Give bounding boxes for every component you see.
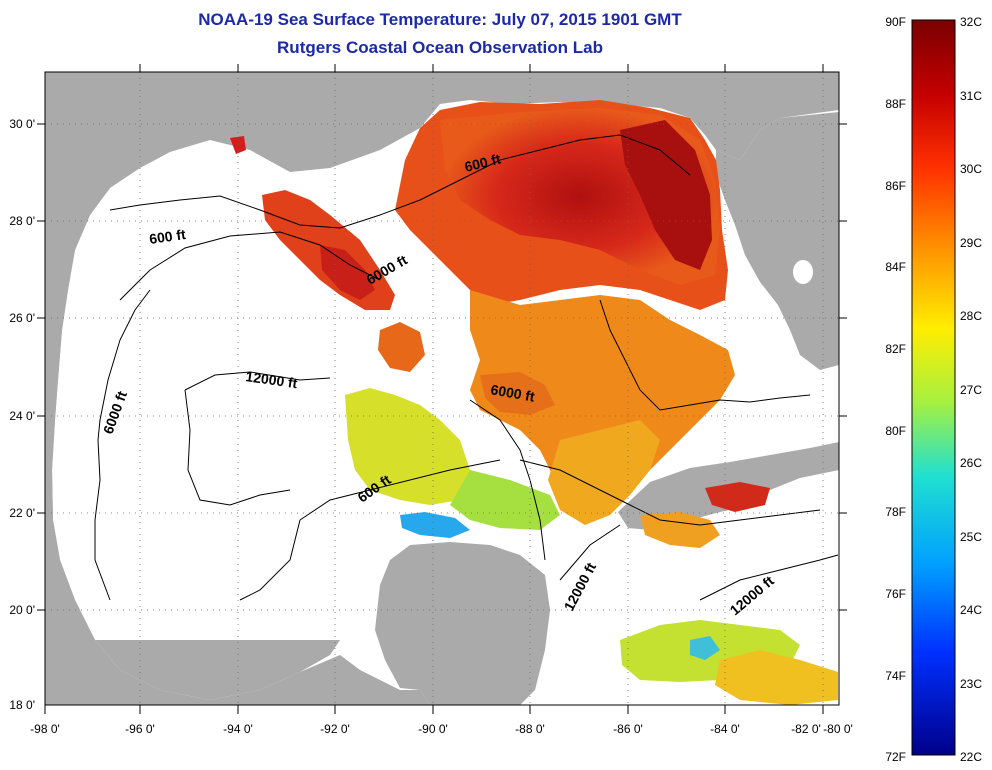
lat-label: 20 0' bbox=[9, 603, 35, 617]
colorbar-label-c: 27C bbox=[960, 383, 982, 397]
colorbar-label-c: 24C bbox=[960, 603, 982, 617]
colorbar-label-f: 86F bbox=[885, 179, 906, 193]
lat-label: 28 0' bbox=[9, 214, 35, 228]
lat-label: 18 0' bbox=[9, 698, 35, 712]
colorbar-label-f: 72F bbox=[885, 750, 906, 764]
tick-marks bbox=[37, 64, 847, 714]
plot-frame bbox=[44, 71, 840, 706]
lat-lon-grid bbox=[45, 72, 839, 705]
lat-label: 26 0' bbox=[9, 311, 35, 325]
colorbar-label-f: 76F bbox=[885, 587, 906, 601]
colorbar-label-c: 22C bbox=[960, 750, 982, 764]
sst-data-layer bbox=[230, 100, 838, 705]
lat-label: 30 0' bbox=[9, 117, 35, 131]
lat-axis-labels: 30 0' 28 0' 26 0' 24 0' 22 0' 20 0' 18 0… bbox=[9, 117, 35, 712]
colorbar-label-f: 80F bbox=[885, 424, 906, 438]
colorbar-label-c: 26C bbox=[960, 456, 982, 470]
colorbar-label-c: 30C bbox=[960, 162, 982, 176]
lon-label: -98 0' bbox=[30, 722, 60, 736]
map-title: NOAA-19 Sea Surface Temperature: July 07… bbox=[198, 10, 682, 29]
colorbar-label-f: 88F bbox=[885, 97, 906, 111]
colorbar-label-f: 90F bbox=[885, 15, 906, 29]
map-subtitle: Rutgers Coastal Ocean Observation Lab bbox=[277, 38, 603, 57]
contour-label: 6000 ft bbox=[489, 381, 536, 405]
lon-axis-labels: -98 0' -96 0' -94 0' -92 0' -90 0' -88 0… bbox=[30, 722, 853, 736]
colorbar-label-c: 31C bbox=[960, 89, 982, 103]
colorbar-label-c: 23C bbox=[960, 677, 982, 691]
colorbar-c-labels: 32C 31C 30C 29C 28C 27C 26C 25C 24C 23C … bbox=[960, 15, 982, 764]
lon-label: -96 0' bbox=[125, 722, 155, 736]
lon-label: -94 0' bbox=[223, 722, 253, 736]
land-us-gulf-coast bbox=[45, 72, 839, 700]
bathymetry-contours bbox=[94, 134, 839, 601]
colorbar-label-c: 28C bbox=[960, 309, 982, 323]
lake-okeechobee bbox=[793, 260, 813, 284]
lat-label: 22 0' bbox=[9, 506, 35, 520]
colorbar-label-c: 29C bbox=[960, 236, 982, 250]
land-yucatan bbox=[375, 542, 550, 705]
colorbar-label-f: 84F bbox=[885, 260, 906, 274]
lon-label: -80 0' bbox=[823, 722, 853, 736]
contour-label: 12000 ft bbox=[245, 368, 299, 391]
colorbar-label-c: 25C bbox=[960, 530, 982, 544]
lon-label: -82 0' bbox=[791, 722, 821, 736]
lat-label: 24 0' bbox=[9, 409, 35, 423]
lon-label: -84 0' bbox=[710, 722, 740, 736]
land-mexico bbox=[45, 72, 430, 705]
colorbar bbox=[911, 19, 956, 756]
lon-label: -86 0' bbox=[613, 722, 643, 736]
land-florida bbox=[716, 112, 839, 370]
colorbar-label-c: 32C bbox=[960, 15, 982, 29]
colorbar-label-f: 82F bbox=[885, 342, 906, 356]
lon-label: -92 0' bbox=[320, 722, 350, 736]
colorbar-f-labels: 90F 88F 86F 84F 82F 80F 78F 76F 74F 72F bbox=[885, 15, 906, 764]
colorbar-label-f: 78F bbox=[885, 505, 906, 519]
colorbar-label-f: 74F bbox=[885, 669, 906, 683]
contour-label: 600 ft bbox=[148, 226, 187, 247]
lon-label: -90 0' bbox=[418, 722, 448, 736]
lon-label: -88 0' bbox=[515, 722, 545, 736]
